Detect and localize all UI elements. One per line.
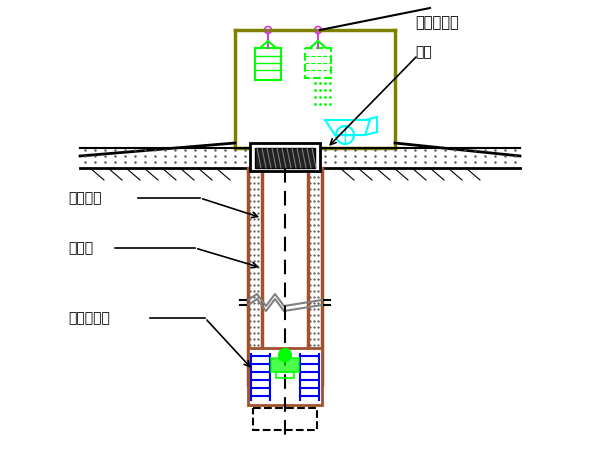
Bar [276,372,294,378]
Bar [255,148,315,168]
Bar [248,348,322,405]
Bar [255,48,281,80]
Bar [305,48,331,78]
Text: 活动安全: 活动安全 [68,191,101,205]
Text: 活底: 活底 [415,45,432,59]
Bar [250,143,320,171]
Bar [271,358,299,372]
Circle shape [279,349,291,361]
Bar [253,408,317,430]
Text: 混凝土: 混凝土 [68,241,93,255]
Text: 单轨电动葫: 单轨电动葫 [415,15,459,30]
Text: 定型组合鈢: 定型组合鈢 [68,311,110,325]
